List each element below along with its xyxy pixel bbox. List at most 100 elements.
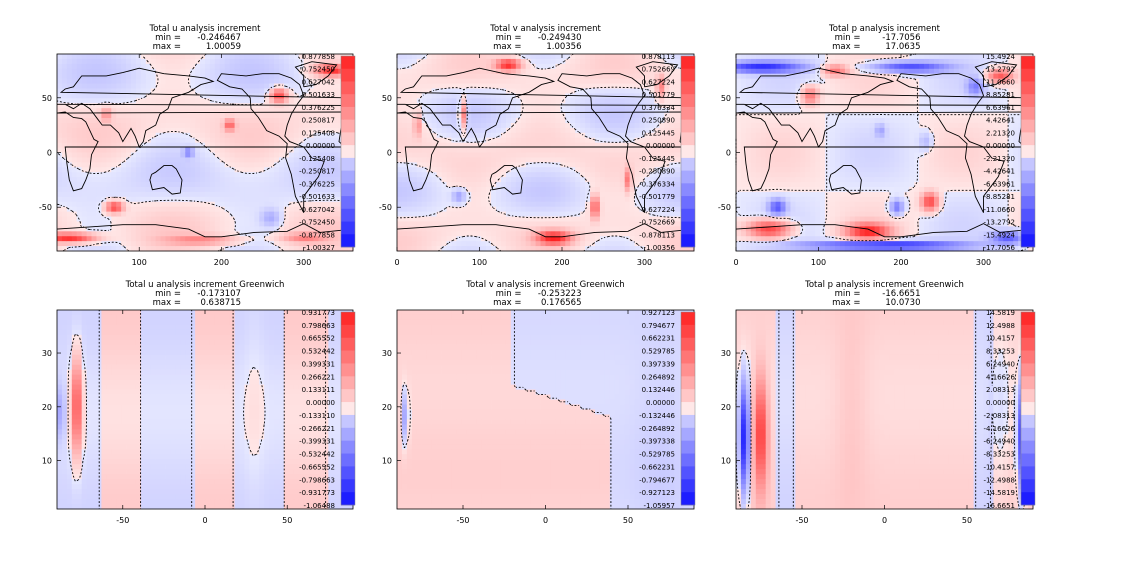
heatmap-cell [234, 211, 240, 217]
heatmap-cell [71, 63, 78, 70]
heatmap-cell [599, 118, 606, 124]
heatmap-cell [446, 68, 452, 75]
colorbar-swatch [681, 68, 695, 82]
heatmap-cell [234, 241, 240, 247]
heatmap-cell [426, 206, 433, 212]
heatmap-cell [150, 206, 157, 212]
heatmap-cell [131, 103, 137, 109]
heatmap-cell [145, 162, 152, 168]
heatmap-cell [525, 152, 532, 158]
heatmap-cell [175, 103, 181, 109]
heatmap-cell [654, 201, 660, 208]
heatmap-cell [308, 206, 314, 212]
heatmap-cell [471, 231, 477, 237]
heatmap-cell [57, 191, 63, 198]
heatmap-cell [205, 137, 211, 144]
heatmap-cell [81, 236, 87, 242]
heatmap-cell [565, 226, 571, 232]
heatmap-cell [530, 162, 536, 168]
heatmap-cell [205, 216, 211, 222]
heatmap-cell [219, 201, 226, 208]
heatmap-cell [654, 172, 660, 178]
heatmap-cell [525, 147, 532, 153]
heatmap-cell [121, 157, 127, 163]
heatmap-cell [66, 186, 73, 193]
heatmap-cell [269, 236, 275, 242]
heatmap-cell [249, 241, 255, 247]
heatmap-cell [180, 83, 186, 89]
heatmap-cell [150, 108, 157, 114]
heatmap-cell [604, 63, 611, 70]
heatmap-cell [466, 118, 472, 124]
heatmap-cell [451, 68, 457, 75]
heatmap-cell [550, 118, 556, 124]
heatmap-cell [619, 132, 626, 139]
heatmap-cell [219, 191, 226, 198]
heatmap-cell [303, 103, 309, 109]
heatmap-cell [209, 68, 216, 75]
heatmap-cell [604, 191, 611, 198]
heatmap-cell [76, 211, 83, 217]
heatmap-cell [91, 241, 97, 247]
heatmap-cell [249, 162, 255, 168]
heatmap-cell [298, 152, 305, 158]
heatmap-cell [609, 78, 616, 84]
heatmap-cell [451, 83, 457, 89]
heatmap-cell [545, 142, 551, 148]
heatmap-cell [510, 147, 517, 153]
heatmap-cell [254, 196, 260, 203]
heatmap-cell [406, 172, 413, 178]
heatmap-cell [446, 191, 452, 198]
heatmap-cell [545, 226, 551, 232]
heatmap-cell [441, 93, 447, 99]
heatmap-cell [411, 186, 418, 193]
heatmap-cell [66, 196, 73, 203]
heatmap-cell [580, 118, 586, 124]
heatmap-cell [219, 63, 226, 70]
heatmap-cell [491, 103, 497, 109]
heatmap-cell [674, 78, 680, 84]
heatmap-cell [619, 78, 626, 84]
heatmap-cell [614, 68, 621, 75]
heatmap-cell [229, 127, 235, 134]
heatmap-cell [101, 98, 107, 104]
heatmap-cell [135, 172, 142, 178]
heatmap-cell [298, 63, 305, 70]
heatmap-cell [565, 58, 571, 65]
heatmap-cell [150, 221, 157, 227]
heatmap-cell [150, 132, 157, 139]
heatmap-cell [525, 122, 532, 129]
heatmap-cell [736, 172, 742, 178]
heatmap-cell [155, 157, 161, 163]
heatmap-cell [234, 221, 240, 227]
heatmap-cell [66, 147, 73, 153]
heatmap-cell [555, 167, 561, 173]
heatmap-cell [214, 206, 221, 212]
heatmap-cell [500, 182, 507, 188]
heatmap-cell [634, 162, 640, 168]
heatmap-cell [736, 98, 742, 104]
heatmap-cell [264, 122, 270, 129]
colorbar-label: 0.752450 [302, 66, 335, 74]
heatmap-cell [303, 216, 309, 222]
heatmap-cell [491, 58, 497, 65]
heatmap-cell [674, 122, 680, 129]
heatmap-cell [446, 132, 452, 139]
heatmap-cell [555, 182, 561, 188]
heatmap-cell [61, 191, 68, 198]
heatmap-cell [229, 231, 235, 237]
heatmap-cell [111, 73, 117, 80]
heatmap-cell [303, 93, 309, 99]
heatmap-cell [180, 132, 186, 139]
heatmap-cell [545, 113, 551, 119]
heatmap-cell [441, 231, 447, 237]
heatmap-cell [476, 68, 482, 75]
heatmap-cell [639, 137, 645, 144]
heatmap-cell [249, 152, 255, 158]
heatmap-cell [535, 68, 541, 75]
heatmap-cell [66, 108, 73, 114]
heatmap-cell [555, 162, 561, 168]
colorbar-swatch [341, 170, 355, 184]
heatmap-cell [664, 236, 670, 242]
heatmap-cell [510, 88, 517, 94]
